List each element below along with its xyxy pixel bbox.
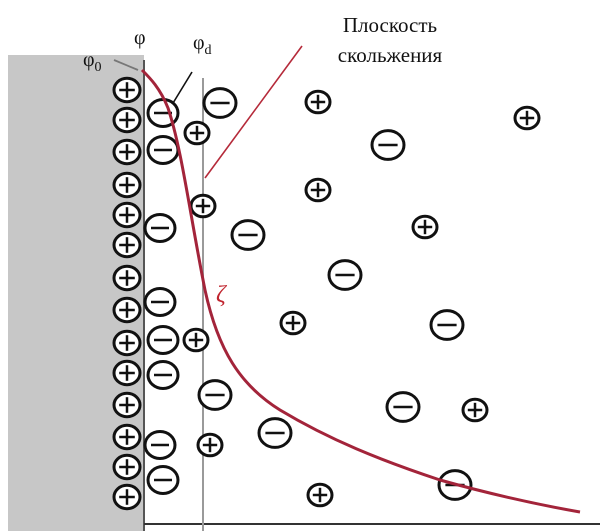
phi0-base: φ [83,49,95,71]
slipping-plane-pointer [204,45,303,179]
negative-ion [202,87,238,119]
slipping-plane-line1: Плоскость [342,13,438,37]
negative-ion [146,465,180,495]
ions-layer [112,76,541,511]
slipping-plane-line2: скольжения [337,43,443,67]
negative-ion [370,129,406,161]
positive-ion [112,391,142,419]
positive-ion [112,171,142,199]
negative-ion [146,325,180,355]
negative-ion [327,259,363,291]
zeta-label: ζ [216,282,226,308]
positive-ion [461,397,489,423]
positive-ion [112,359,142,387]
negative-ion [143,213,177,243]
positive-ion [513,105,541,131]
phid-label: φd [193,33,212,58]
negative-ion [197,379,233,411]
positive-ion [112,264,142,292]
positive-ion [183,120,211,146]
positive-ion [112,138,142,166]
negative-ion [385,391,421,423]
positive-ion [112,231,142,259]
positive-ion [189,193,217,219]
positive-ion [196,432,224,458]
negative-ion [146,360,180,390]
negative-ion [230,219,266,251]
positive-ion [304,89,332,115]
phi0-pointer [113,59,139,71]
positive-ion [279,310,307,336]
slipping-plane-label: Плоскость скольжения [300,10,480,70]
negative-ion [146,135,180,165]
positive-ion [112,296,142,324]
positive-ion [411,214,439,240]
positive-ion [112,201,142,229]
positive-ion [182,327,210,353]
positive-ion [304,177,332,203]
positive-ion [112,423,142,451]
positive-ion [112,106,142,134]
positive-ion [112,329,142,357]
phid-base: φ [193,32,205,54]
positive-ion [306,482,334,508]
positive-ion [112,483,142,511]
negative-ion [143,430,177,460]
phi0-label: φ0 [83,50,102,75]
positive-ion [112,76,142,104]
negative-ion [143,287,177,317]
negative-ion [429,309,465,341]
potential-curve [140,68,581,514]
solid-surface [8,55,144,531]
positive-ion [112,453,142,481]
phid-subscript: d [204,43,212,58]
phi-label: φ [134,27,146,49]
phi0-subscript: 0 [94,60,102,75]
negative-ion [257,417,293,449]
